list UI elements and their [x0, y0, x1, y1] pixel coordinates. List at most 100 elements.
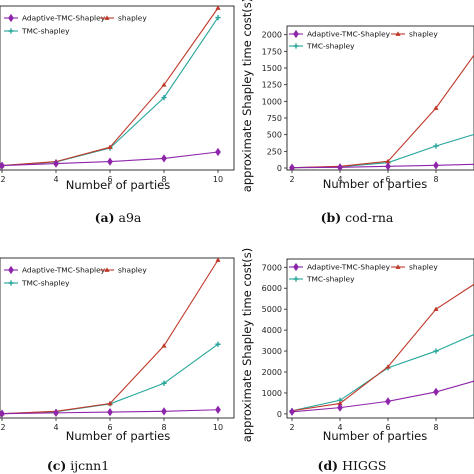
series-line-b-0	[291, 163, 474, 169]
plot-d: 2 4 6 8 0 1000 2000 3000 4000 5000 6000 7000 Adaptiv…	[262, 258, 474, 432]
xtick-label-d-0: 2	[289, 423, 294, 432]
point-a-2-4	[215, 15, 221, 21]
point-c-1-4	[215, 258, 221, 262]
xtick-label-d-1: 4	[337, 423, 342, 432]
point-a-2-3	[161, 95, 167, 101]
xlabel-a: Number of parties	[66, 178, 170, 192]
point-d-0-3	[433, 387, 439, 397]
ytick-label-d-6: 6000	[262, 284, 282, 293]
caption-a: (a) a9a	[95, 210, 142, 225]
xtick-label-b-2: 6	[385, 175, 390, 184]
caption-name-a: a9a	[119, 210, 142, 225]
point-a-0-1	[53, 159, 59, 168]
point-a-0-2	[107, 157, 113, 166]
caption-name-c: ijcnn1	[70, 458, 109, 473]
ytick-label-b-4: 1000	[262, 97, 282, 106]
point-b-0-2	[385, 162, 391, 170]
legend-swatch-marker-b-2	[293, 43, 299, 49]
series-line-a-2	[1, 17, 219, 167]
point-d-0-1	[337, 403, 343, 412]
ytick-label-d-2: 2000	[262, 368, 282, 377]
ytick-label-d-3: 3000	[262, 347, 282, 356]
legend-label-a-1: shapley	[118, 14, 147, 23]
point-c-1-2	[107, 400, 113, 406]
point-a-0-0	[0, 161, 5, 170]
legend-label-c-2: TMC-shapley	[21, 279, 70, 288]
ytick-label-d-1: 1000	[262, 389, 282, 398]
legend-label-c-1: shapley	[118, 266, 147, 275]
legend-label-d-2: TMC-shapley	[306, 275, 355, 284]
xtick-label-a-0: 2	[0, 175, 5, 184]
legend-a: Adaptive-TMC-Shapley shapley TMC-shapley	[4, 14, 147, 36]
caption-letter-b: (b)	[321, 210, 342, 225]
plot-a: 2 4 6 8 10 Adaptive-TMC-Shapley shapley TMC-sha…	[0, 5, 235, 184]
ytick-label-d-5: 5000	[262, 305, 282, 314]
xtick-label-d-3: 8	[433, 423, 438, 432]
xtick-label-b-3: 8	[433, 175, 438, 184]
xtick-label-a-1: 4	[53, 175, 58, 184]
xtick-label-c-0: 2	[0, 423, 5, 432]
legend-swatch-marker-c-2	[8, 280, 14, 286]
xlabel-d: Number of parties	[323, 429, 427, 443]
point-b-1-3	[433, 105, 439, 110]
ytick-label-b-1: 250	[267, 147, 282, 156]
legend-label-b-2: TMC-shapley	[306, 42, 355, 51]
point-d-1-2	[385, 364, 391, 369]
ytick-label-b-2: 500	[267, 131, 282, 140]
ytick-label-b-0: 0	[277, 164, 282, 173]
point-b-2-3	[433, 143, 439, 149]
legend-swatch-marker-a-0	[8, 13, 14, 23]
legend-swatch-marker-b-1	[395, 31, 401, 36]
xtick-label-c-4: 10	[213, 423, 223, 432]
panel-d: 2 4 6 8 0 1000 2000 3000 4000 5000 6000 7000 Adaptiv…	[240, 248, 474, 473]
legend-swatch-marker-d-2	[293, 276, 299, 282]
ytick-label-b-6: 1500	[262, 64, 282, 73]
legend-swatch-marker-d-0	[293, 262, 299, 272]
point-b-0-0	[289, 163, 295, 170]
caption-c: (c) ijcnn1	[47, 458, 109, 473]
panel-c: 2 4 6 8 10 Adaptive-TMC-Shapley shapley TMC-sha…	[0, 257, 235, 473]
legend-label-d-1: shapley	[409, 263, 438, 272]
ylabel-b: approximate Shapley time cost(s)	[240, 0, 254, 192]
point-a-0-4	[215, 147, 221, 157]
legend-swatch-marker-a-1	[104, 15, 110, 20]
axes-frame-b	[286, 25, 474, 171]
ytick-label-b-3: 750	[267, 114, 282, 123]
plot-area-a	[0, 6, 221, 170]
point-c-2-3	[161, 380, 167, 386]
axes-frame-d	[286, 258, 474, 419]
point-a-1-2	[107, 144, 113, 150]
caption-d: (d) HIGGS	[318, 458, 387, 473]
plot-area-c	[0, 258, 221, 418]
legend-swatch-marker-c-1	[104, 267, 110, 272]
point-b-0-3	[433, 161, 439, 170]
legend-swatch-marker-a-2	[8, 28, 14, 34]
point-c-1-3	[161, 343, 167, 348]
legend-label-a-0: Adaptive-TMC-Shapley	[22, 14, 106, 23]
legend-b: Adaptive-TMC-Shapley shapley TMC-shapley	[289, 30, 438, 51]
point-d-0-0	[289, 407, 295, 416]
xtick-label-d-2: 6	[385, 423, 390, 432]
legend-swatch-marker-c-0	[8, 265, 14, 275]
series-line-d-1	[291, 283, 474, 412]
point-d-0-2	[385, 397, 391, 406]
legend-d: Adaptive-TMC-Shapley shapley TMC-shapley	[289, 263, 438, 284]
axes-frame-a	[0, 5, 235, 171]
xlabel-b: Number of parties	[323, 177, 427, 191]
legend-c: Adaptive-TMC-Shapley shapley TMC-shapley	[4, 266, 147, 288]
caption-letter-d: (d)	[318, 458, 339, 473]
legend-swatch-marker-d-1	[395, 264, 401, 269]
caption-b: (b) cod-rna	[321, 210, 394, 225]
caption-letter-a: (a)	[95, 210, 115, 225]
xtick-label-a-3: 8	[161, 175, 166, 184]
legend-label-c-0: Adaptive-TMC-Shapley	[22, 266, 106, 275]
point-d-1-3	[433, 306, 439, 312]
series-line-b-1	[291, 54, 474, 169]
ytick-label-d-0: 0	[277, 410, 282, 419]
caption-name-d: HIGGS	[342, 458, 386, 473]
point-c-0-1	[53, 408, 59, 418]
ytick-label-b-7: 1750	[262, 47, 282, 56]
point-c-0-2	[107, 407, 113, 417]
panel-b: 2 4 6 8 0 250 500 750 1000 1250 1500 1750 2000 Adapti…	[240, 0, 474, 225]
